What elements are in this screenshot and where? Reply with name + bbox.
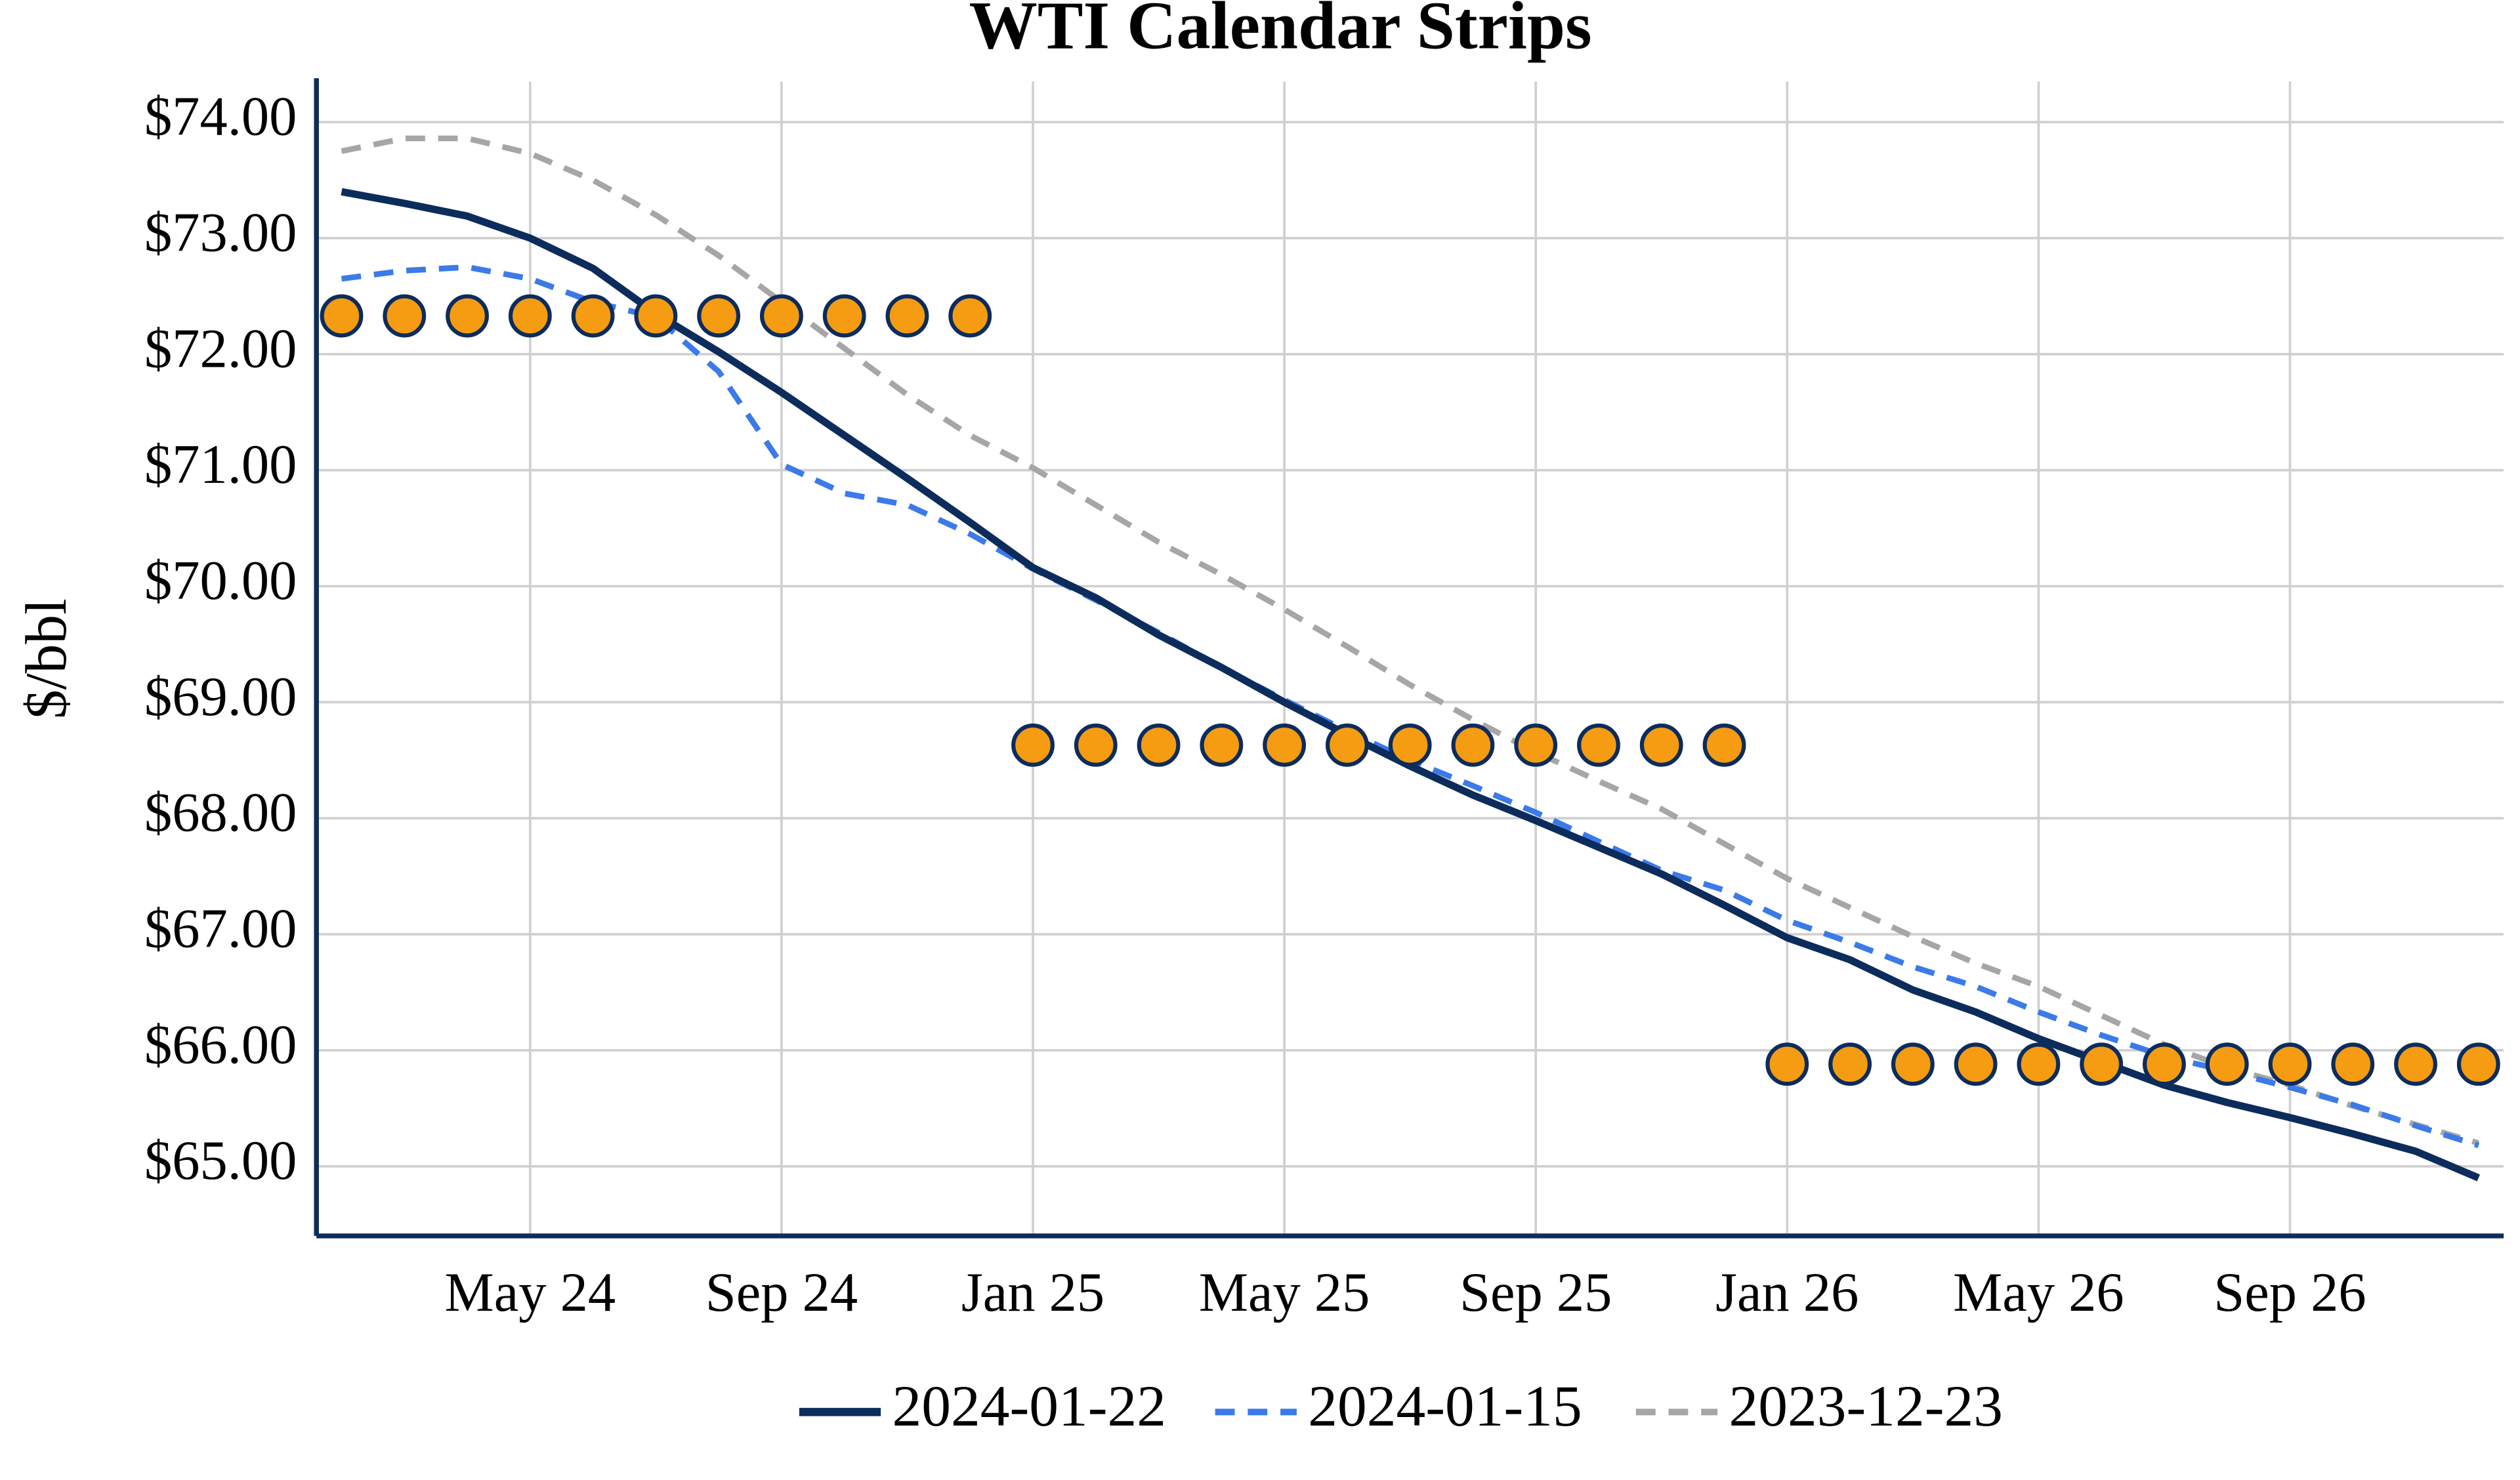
legend-label: 2023-12-23 [1729,1374,2003,1439]
y-axis-label: $/bbl [14,598,79,719]
strip-average-dot [1639,723,1683,767]
y-tick-label: $69.00 [144,667,297,728]
strip-average-dot [1954,1042,1998,1086]
strip-average-dot [822,294,866,338]
strip-average-dot [1200,723,1244,767]
strip-average-dot [1828,1042,1872,1086]
y-tick-label: $70.00 [144,550,297,611]
x-tick-label: May 24 [445,1262,616,1323]
x-tick-label: Jan 25 [961,1262,1104,1323]
strip-average-dot [2456,1042,2500,1086]
strip-average-dot [1891,1042,1935,1086]
y-tick-label: $74.00 [144,87,297,148]
strip-dots [320,294,2500,1086]
x-tick-label: May 26 [1953,1262,2124,1323]
series-line [341,135,2480,1146]
strip-average-dot [948,294,992,338]
strip-average-dot [383,294,427,338]
strip-average-dot [2143,1042,2186,1086]
strip-average-dot [1451,723,1495,767]
strip-average-dot [1514,723,1558,767]
y-tick-label: $73.00 [144,202,297,263]
strip-average-dot [320,294,364,338]
x-tick-label: May 25 [1199,1262,1370,1323]
x-tick-label: Jan 26 [1715,1262,1858,1323]
strip-average-dot [1388,723,1432,767]
strip-average-dot [1137,723,1181,767]
axes: $65.00 $66.00 $67.00 $68.00 $69.00 $70.00 $71.… [144,78,2504,1323]
x-tick-label: Sep 25 [1460,1262,1612,1323]
strip-average-dot [2080,1042,2124,1086]
strip-average-dot [446,294,489,338]
x-tick-label: Sep 24 [705,1262,858,1323]
strip-average-dot [1765,1042,1809,1086]
strip-average-dot [2205,1042,2249,1086]
strip-average-dot [1263,723,1307,767]
legend: 2024-01-22 2024-01-15 2023-12-23 [799,1374,2003,1439]
legend-label: 2024-01-22 [892,1374,1166,1439]
y-tick-label: $66.00 [144,1014,297,1075]
x-tick-label: Sep 26 [2214,1262,2366,1323]
y-tick-label: $71.00 [144,434,297,495]
strip-average-dot [2017,1042,2061,1086]
y-tick-label: $68.00 [144,783,297,844]
chart-title: WTI Calendar Strips [969,0,1591,64]
strip-average-dot [2394,1042,2437,1086]
strip-average-dot [1702,723,1746,767]
strip-average-dot [697,294,741,338]
strip-average-dot [571,294,615,338]
strip-average-dot [1011,723,1055,767]
strip-average-dot [2331,1042,2375,1086]
strip-average-dot [2268,1042,2312,1086]
y-tick-label: $72.00 [144,318,297,379]
y-tick-label: $67.00 [144,899,297,960]
strip-average-dot [885,294,929,338]
strip-average-dot [508,294,552,338]
y-tick-label: $65.00 [144,1130,297,1191]
strip-average-dot [1074,723,1118,767]
legend-label: 2024-01-15 [1308,1374,1582,1439]
strip-average-dot [1325,723,1369,767]
strip-average-dot [759,294,803,338]
strip-average-dot [634,294,678,338]
grid [316,81,2504,1236]
strip-average-dot [1577,723,1620,767]
